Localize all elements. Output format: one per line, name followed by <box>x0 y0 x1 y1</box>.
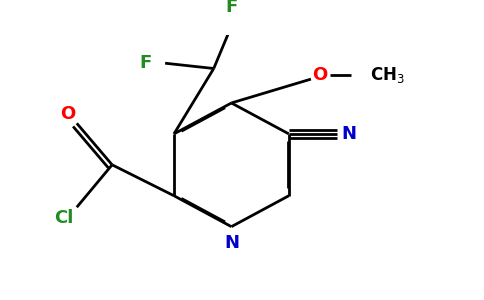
Text: Cl: Cl <box>54 209 73 227</box>
Text: O: O <box>312 66 327 84</box>
Text: F: F <box>225 0 238 16</box>
Text: N: N <box>224 234 239 252</box>
Text: N: N <box>341 125 356 143</box>
Text: CH$_3$: CH$_3$ <box>370 65 405 85</box>
Text: O: O <box>60 106 76 124</box>
Text: F: F <box>139 54 152 72</box>
